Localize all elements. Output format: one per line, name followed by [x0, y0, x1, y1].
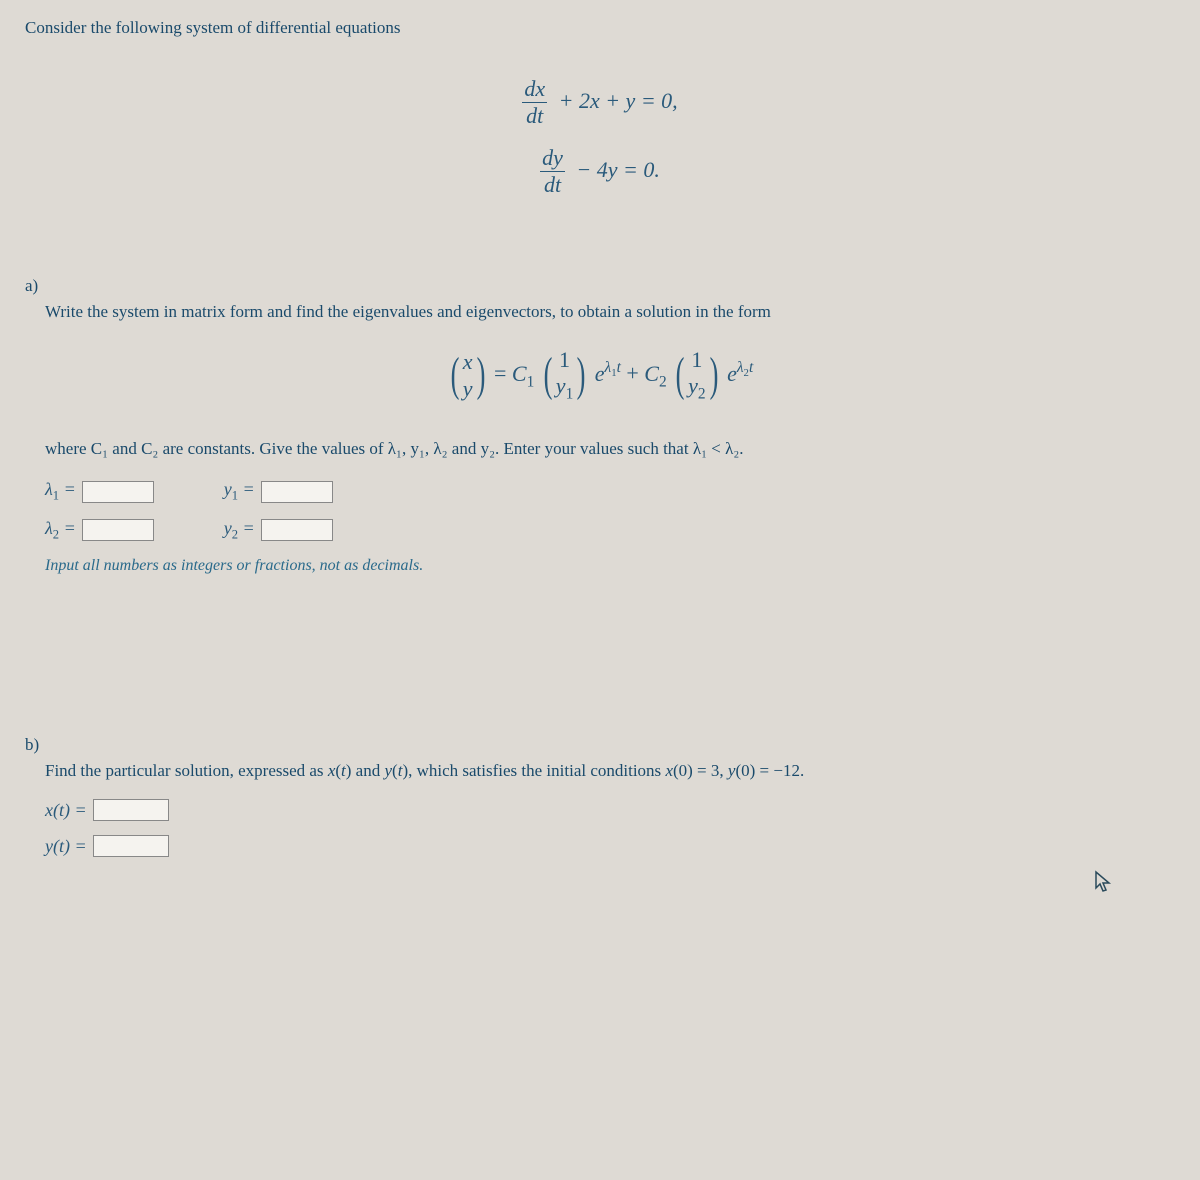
hint-text: Input all numbers as integers or fractio… — [45, 557, 1175, 575]
y2-field: y2 = — [224, 518, 333, 543]
lambda2-input[interactable] — [82, 519, 154, 541]
lambda1-field: λ1 = — [45, 479, 154, 504]
lambda1-input[interactable] — [82, 481, 154, 503]
part-a-text: Write the system in matrix form and find… — [45, 302, 1175, 322]
input-grid: λ1 = y1 = λ2 = y2 = — [45, 479, 1175, 542]
part-a-label: a) — [25, 276, 1175, 296]
equation-2: dy dt − 4y = 0. — [540, 145, 660, 198]
intro-text: Consider the following system of differe… — [25, 18, 1175, 38]
equations-block: dx dt + 2x + y = 0, dy dt − 4y = 0. — [25, 68, 1175, 206]
y2-input[interactable] — [261, 519, 333, 541]
lambda2-field: λ2 = — [45, 518, 154, 543]
yt-input[interactable] — [93, 835, 169, 857]
part-b-label: b) — [25, 735, 1175, 755]
part-b-text: Find the particular solution, expressed … — [45, 761, 1175, 781]
matrix-equation: ( x y ) = C1 ( 1 y1 ) eλ1t + C2 ( 1 y2 )… — [25, 347, 1175, 404]
y1-input[interactable] — [261, 481, 333, 503]
yt-field: y(t) = — [45, 835, 1175, 857]
cursor-icon — [1094, 870, 1114, 899]
xt-field: x(t) = — [45, 799, 1175, 821]
xt-input[interactable] — [93, 799, 169, 821]
equation-1: dx dt + 2x + y = 0, — [522, 76, 677, 129]
where-text: where C₁ and C₂ are constants. Give the … — [45, 439, 1175, 459]
y1-field: y1 = — [224, 479, 333, 504]
